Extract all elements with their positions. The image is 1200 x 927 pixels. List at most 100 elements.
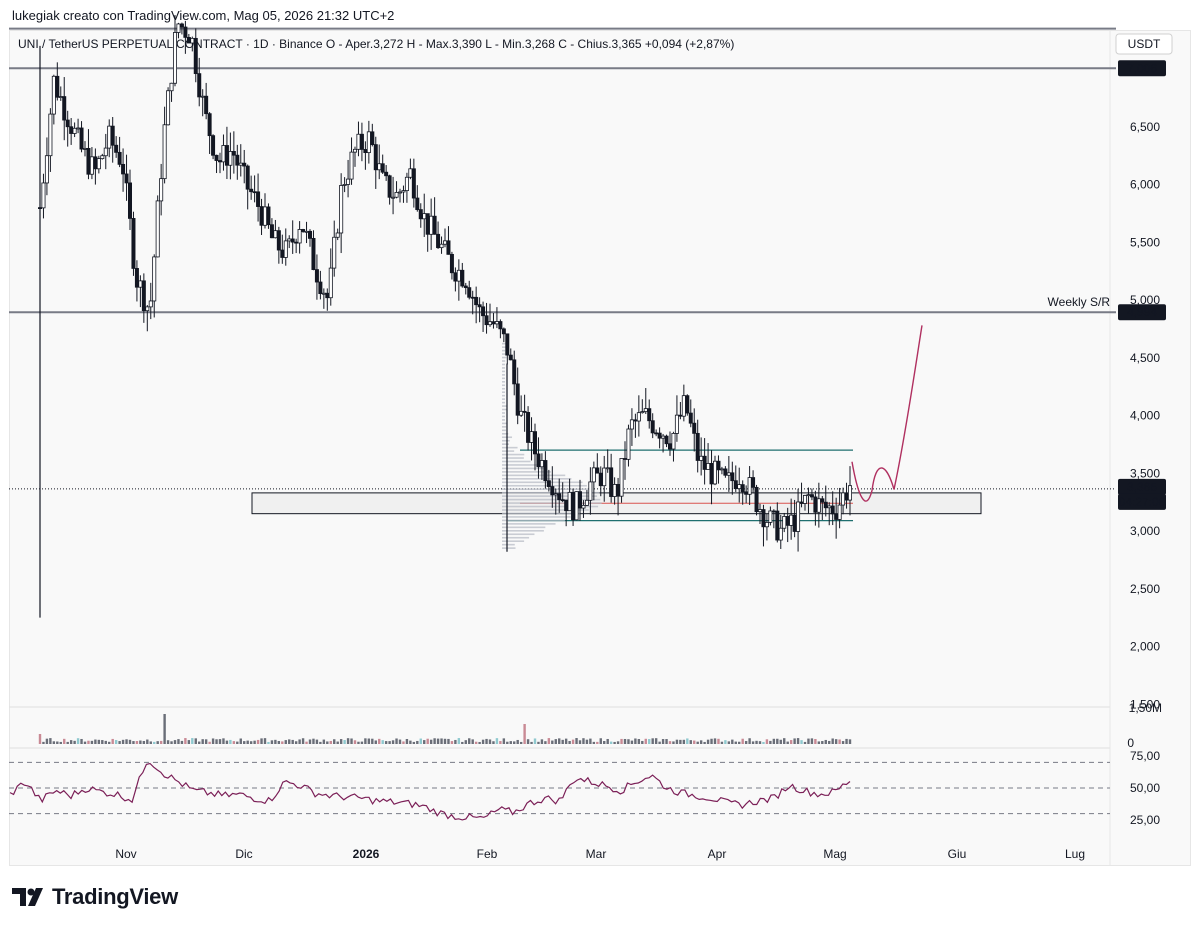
volume-bar (336, 742, 338, 744)
volume-bar (683, 740, 685, 744)
candle-body (353, 149, 356, 152)
volume-profile-bar (502, 495, 597, 497)
candle-body (506, 334, 509, 355)
candle-body (166, 91, 169, 125)
volume-bar (136, 741, 138, 744)
volume-bar (205, 739, 207, 744)
volume-bar (167, 740, 169, 744)
candle-body (412, 169, 415, 198)
candle-body (838, 505, 841, 519)
candle-body (94, 157, 97, 169)
volume-bar (679, 740, 681, 744)
volume-bar (510, 741, 512, 744)
candle-body (295, 242, 298, 243)
price-label-text: 3,365 (1127, 480, 1157, 494)
volume-bar (589, 739, 591, 744)
candle-body (97, 159, 100, 169)
candle-body (436, 234, 439, 247)
candle-body (641, 412, 644, 413)
volume-bar (129, 740, 131, 744)
volume-bar (364, 738, 366, 744)
volume-bar (426, 739, 428, 744)
candle-body (530, 432, 533, 443)
candle-body (146, 307, 149, 311)
volume-bar (208, 742, 210, 744)
volume-bar (84, 742, 86, 744)
volume-bar (845, 739, 847, 744)
candle-body (824, 502, 827, 508)
candle-body (841, 493, 844, 505)
candle-body (173, 33, 176, 84)
volume-bar (624, 739, 626, 744)
volume-profile (502, 343, 602, 549)
candle-body (405, 177, 408, 190)
candle-body (284, 241, 287, 258)
candle-body (232, 151, 235, 155)
volume-bar (797, 738, 799, 744)
volume-bar (153, 742, 155, 744)
volume-bar (645, 739, 647, 744)
candle-body (710, 463, 713, 484)
candle-body (551, 487, 554, 495)
candle-body (571, 492, 574, 519)
volume-bar (347, 738, 349, 744)
volume-bar (56, 742, 58, 744)
candle-body (215, 155, 218, 160)
volume-bar (714, 738, 716, 744)
volume-profile-bar (502, 350, 505, 352)
volume-profile-bar (502, 423, 507, 425)
candle-body (336, 233, 339, 237)
volume-bar (603, 741, 605, 744)
candle-body (533, 432, 536, 454)
volume-profile-bar (502, 412, 505, 414)
candle-body (765, 522, 768, 526)
candle-body (610, 468, 613, 497)
volume-profile-bar (502, 454, 524, 456)
candle-body (648, 409, 651, 421)
candle-body (672, 433, 675, 449)
candle-body (720, 469, 723, 470)
price-label-text: 4,894 (1127, 305, 1157, 319)
volume-profile-bar (502, 364, 505, 366)
candle-body (364, 149, 367, 152)
volume-profile-bar (502, 450, 514, 452)
time-axis[interactable]: Nov Dic 2026 Feb Mar Apr Mag Giu Lug (115, 847, 1085, 861)
volume-bar (323, 740, 325, 744)
volume-bar (354, 740, 356, 744)
candle-body (616, 484, 619, 496)
volume-bar (780, 740, 782, 744)
volume-profile-bar (502, 488, 591, 490)
candle-body (205, 96, 208, 113)
volume-profile-bar (502, 457, 524, 459)
volume-profile-bar (502, 447, 518, 449)
price-tick-label: 2,500 (1130, 582, 1160, 596)
candle-body (644, 409, 647, 412)
candle-body (343, 184, 346, 185)
price-axis[interactable]: 6,500 6,000 5,500 5,000 4,500 4,000 3,500 3,000… (1130, 120, 1160, 712)
volume-bar (170, 741, 172, 744)
candle-body (246, 166, 249, 189)
price-tick-label: 3,000 (1130, 524, 1160, 538)
candle-body (703, 456, 706, 469)
candle-body (769, 511, 772, 522)
candle-body (52, 76, 55, 114)
candle-body (751, 478, 754, 488)
candle-body (243, 163, 246, 166)
candle-body (333, 237, 336, 268)
volume-bar (271, 740, 273, 744)
volume-bar (555, 739, 557, 744)
candle-body (191, 38, 194, 43)
candle-body (160, 179, 163, 201)
volume-bar (430, 740, 432, 744)
candle-body (90, 157, 93, 174)
volume-bar (745, 741, 747, 744)
candle-body (208, 114, 211, 136)
candle-body (218, 161, 221, 162)
candle-body (558, 494, 561, 500)
volume-bar (80, 739, 82, 744)
candle-body (222, 145, 225, 161)
volume-bar (406, 739, 408, 744)
volume-bar (420, 739, 422, 744)
volume-bar (243, 741, 245, 744)
